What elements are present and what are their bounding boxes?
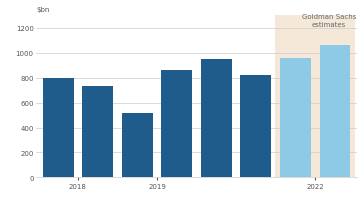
Bar	[201, 60, 232, 177]
Text: $bn: $bn	[36, 7, 50, 13]
Bar	[43, 78, 74, 177]
Bar	[161, 71, 192, 177]
Bar	[320, 45, 351, 177]
Bar	[82, 87, 113, 177]
Bar	[241, 76, 271, 177]
Bar	[280, 59, 311, 177]
Bar	[275, 16, 355, 177]
Bar	[122, 113, 153, 177]
Text: Goldman Sachs
estimates: Goldman Sachs estimates	[302, 13, 356, 28]
